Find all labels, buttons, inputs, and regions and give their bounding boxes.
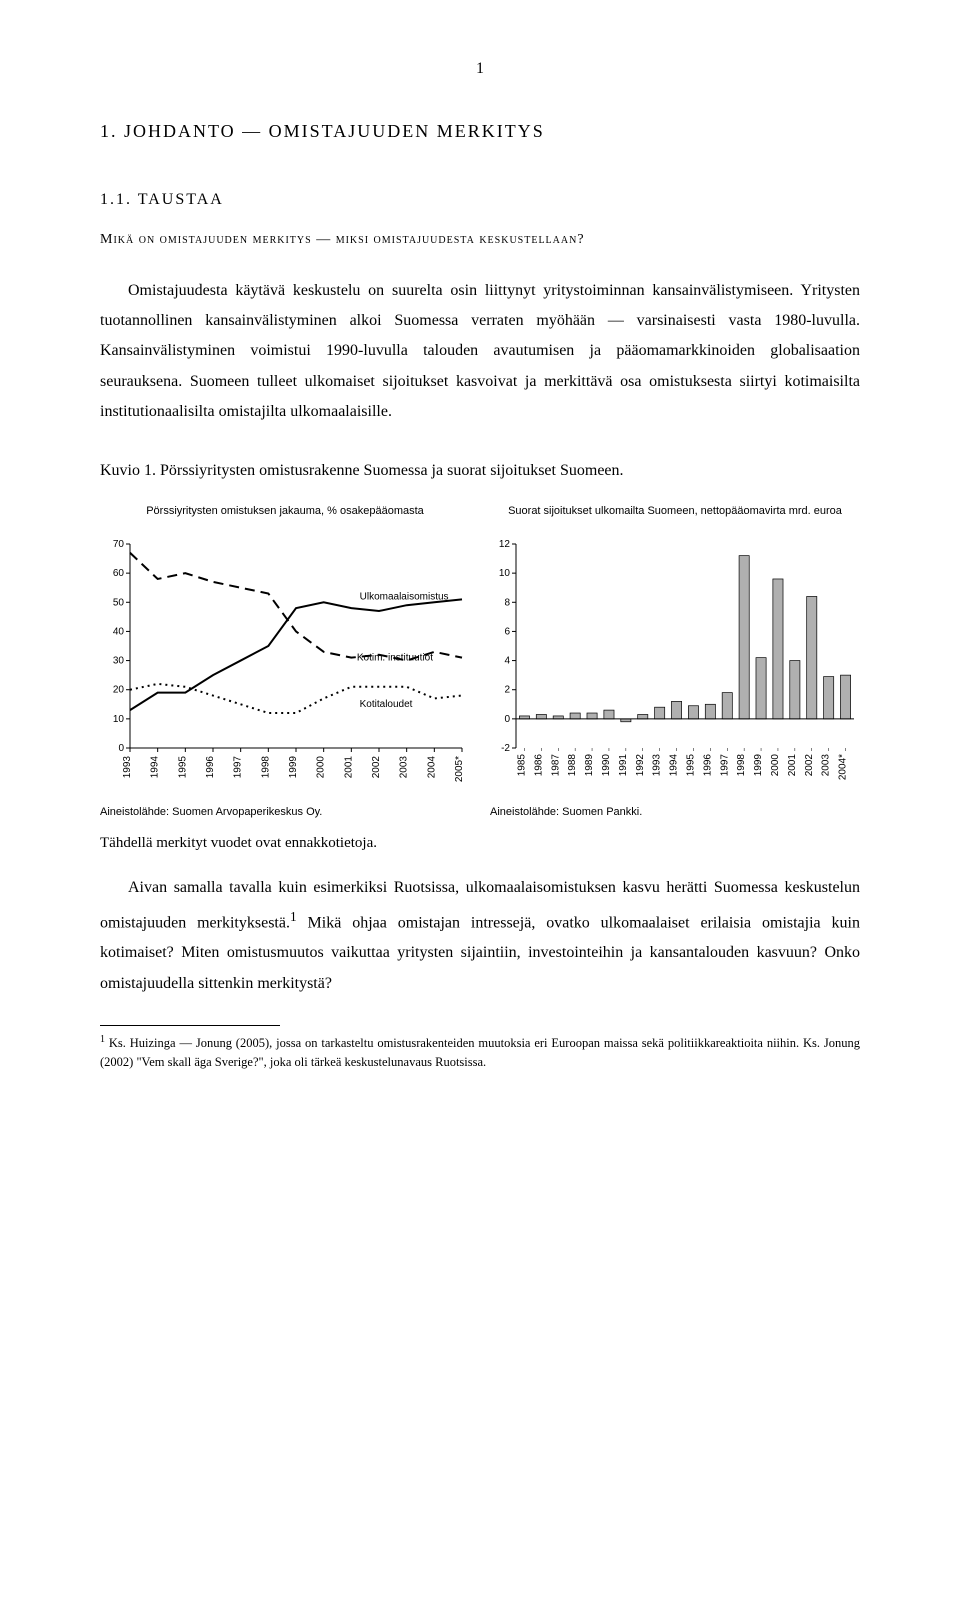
footnote-ref-1: 1 (290, 909, 297, 924)
svg-text:40: 40 (113, 626, 125, 637)
svg-text:1994: 1994 (669, 753, 680, 776)
svg-text:60: 60 (113, 568, 125, 579)
svg-text:8: 8 (504, 597, 510, 608)
svg-text:4: 4 (504, 655, 510, 666)
chart-right-source: Aineistolähde: Suomen Pankki. (490, 802, 860, 823)
svg-text:1994: 1994 (150, 755, 161, 778)
svg-text:2000: 2000 (770, 753, 781, 776)
svg-text:Kotitaloudet: Kotitaloudet (360, 699, 413, 710)
svg-text:30: 30 (113, 655, 125, 666)
svg-text:0: 0 (118, 743, 124, 754)
svg-text:1997: 1997 (719, 753, 730, 776)
svg-text:6: 6 (504, 626, 510, 637)
svg-text:0: 0 (504, 714, 510, 725)
svg-text:1986: 1986 (533, 753, 544, 776)
heading-1: 1. JOHDANTO — OMISTAJUUDEN MERKITYS (100, 114, 860, 148)
svg-text:12: 12 (499, 539, 511, 550)
svg-text:1997: 1997 (233, 755, 244, 778)
h2-text: 1.1. TAUSTAA (100, 191, 224, 208)
svg-text:10: 10 (113, 714, 125, 725)
chart-right-title: Suorat sijoitukset ulkomailta Suomeen, n… (490, 504, 860, 532)
footnote-1: 1 Ks. Huizinga — Jonung (2005), jossa on… (100, 1032, 860, 1072)
svg-text:2004: 2004 (426, 755, 437, 778)
paragraph-1: Omistajuudesta käytävä keskustelu on suu… (100, 276, 860, 428)
svg-text:1990: 1990 (601, 753, 612, 776)
footnote-1-text: Ks. Huizinga — Jonung (2005), jossa on t… (100, 1036, 860, 1069)
svg-text:1996: 1996 (205, 755, 216, 778)
footnote-separator (100, 1025, 280, 1026)
page: 1 1. JOHDANTO — OMISTAJUUDEN MERKITYS 1.… (0, 0, 960, 1132)
svg-text:1995: 1995 (685, 753, 696, 776)
h1-text: 1. JOHDANTO — OMISTAJUUDEN MERKITYS (100, 121, 545, 141)
svg-text:1989: 1989 (584, 753, 595, 776)
svg-text:2003: 2003 (821, 753, 832, 776)
chart-right-svg: -2 0 2 4 6 8 10 12 1985 1986 1987 1988 1989 1990 1991 1… (490, 536, 860, 796)
charts-row: Pörssiyritysten omistuksen jakauma, % os… (100, 504, 860, 823)
svg-text:2002: 2002 (371, 755, 382, 778)
paragraph-2: Aivan samalla tavalla kuin esimerkiksi R… (100, 873, 860, 999)
svg-text:Kotim. instituutiot: Kotim. instituutiot (357, 652, 433, 663)
svg-text:1985: 1985 (516, 753, 527, 776)
svg-text:1991: 1991 (618, 753, 629, 776)
svg-text:1993: 1993 (652, 753, 663, 776)
svg-text:70: 70 (113, 539, 125, 550)
svg-text:1998: 1998 (736, 753, 747, 776)
page-number: 1 (100, 54, 860, 84)
figure-title: Kuvio 1. Pörssiyritysten omistusrakenne … (100, 456, 860, 486)
svg-text:2005*: 2005* (454, 756, 465, 782)
svg-text:1999: 1999 (288, 755, 299, 778)
svg-text:50: 50 (113, 597, 125, 608)
chart-left: Pörssiyritysten omistuksen jakauma, % os… (100, 504, 470, 823)
svg-text:10: 10 (499, 568, 511, 579)
svg-text:1992: 1992 (635, 753, 646, 776)
chart-left-svg: 0 10 20 30 40 50 60 70 1993 1994 1995 1996 1997 1998 1… (100, 536, 470, 796)
svg-text:2002: 2002 (804, 753, 815, 776)
svg-text:1995: 1995 (177, 755, 188, 778)
chart-right: Suorat sijoitukset ulkomailta Suomeen, n… (490, 504, 860, 823)
svg-text:1998: 1998 (260, 755, 271, 778)
svg-text:1987: 1987 (550, 753, 561, 776)
svg-text:20: 20 (113, 685, 125, 696)
heading-3: Mikä on omistajuuden merkitys — miksi om… (100, 227, 860, 254)
svg-text:2004*: 2004* (838, 754, 849, 780)
svg-text:1996: 1996 (702, 753, 713, 776)
chart-left-title: Pörssiyritysten omistuksen jakauma, % os… (100, 504, 470, 532)
figure-footnote: Tähdellä merkityt vuodet ovat ennakkotie… (100, 829, 860, 858)
svg-text:1988: 1988 (567, 753, 578, 776)
svg-text:2001: 2001 (787, 753, 798, 776)
svg-text:-2: -2 (501, 743, 510, 754)
svg-text:Ulkomaalaisomistus: Ulkomaalaisomistus (360, 591, 449, 602)
svg-text:2: 2 (504, 685, 510, 696)
heading-2: 1.1. TAUSTAA (100, 185, 860, 215)
svg-text:2003: 2003 (399, 755, 410, 778)
chart-left-source: Aineistolähde: Suomen Arvopaperikeskus O… (100, 802, 470, 823)
svg-text:2001: 2001 (343, 755, 354, 778)
svg-text:1999: 1999 (753, 753, 764, 776)
svg-text:2000: 2000 (316, 755, 327, 778)
svg-text:1993: 1993 (122, 755, 133, 778)
